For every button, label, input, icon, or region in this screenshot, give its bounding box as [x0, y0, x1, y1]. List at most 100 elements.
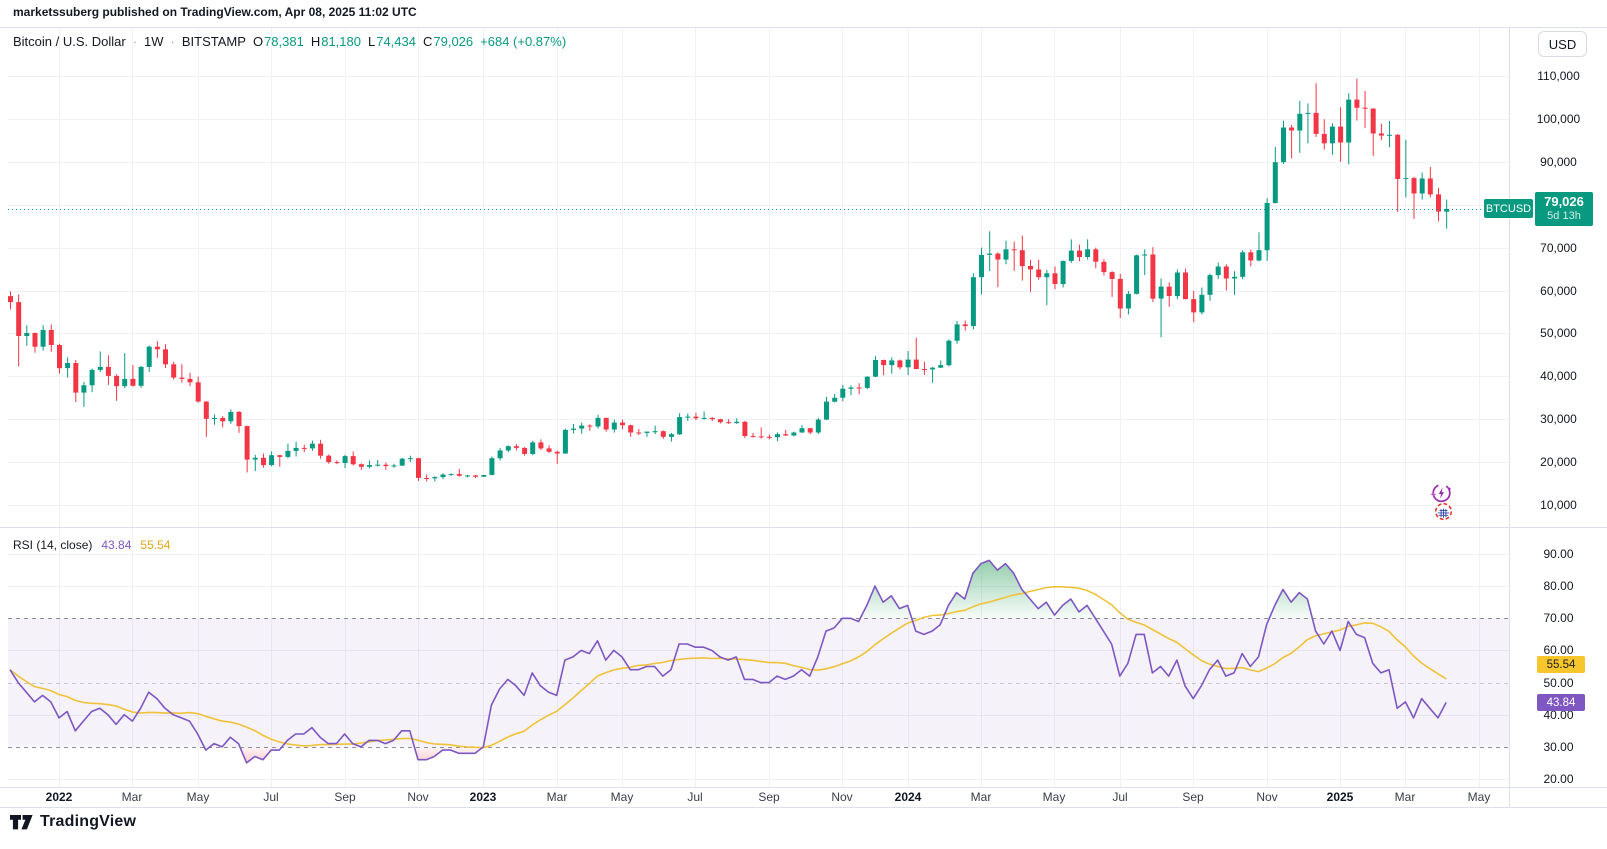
- candle: [1378, 133, 1384, 136]
- candle: [171, 364, 177, 378]
- rsi-ma-tag-text: 55.54: [1546, 658, 1576, 671]
- time-axis-month-label: Mar: [1394, 790, 1416, 804]
- time-axis-month-label: Jul: [1112, 790, 1128, 804]
- price-axis-label: 90,000: [1540, 154, 1577, 169]
- candle: [358, 464, 364, 467]
- tradingview-watermark[interactable]: TradingView: [10, 813, 136, 831]
- candle: [367, 465, 372, 467]
- candle: [1289, 127, 1295, 131]
- candle: [1223, 266, 1229, 279]
- candle: [432, 477, 438, 479]
- candle: [620, 422, 625, 426]
- candle: [1077, 250, 1082, 257]
- rsi-line: [9, 559, 1447, 764]
- candle: [1199, 294, 1205, 313]
- time-axis-border: [0, 787, 1607, 788]
- candle: [1354, 99, 1360, 108]
- candle: [905, 359, 911, 368]
- candle: [1117, 278, 1123, 309]
- candle: [81, 385, 87, 393]
- rsi-axis[interactable]: 90.00 80.00 70.00 60.00 50.00 40.00 30.00 20.00: [1510, 527, 1607, 787]
- time-axis-month-label: May: [186, 790, 210, 804]
- ohlc-close: C 79,026: [422, 34, 474, 49]
- candle: [513, 446, 519, 448]
- candle: [285, 450, 291, 457]
- candle: [946, 340, 952, 366]
- time-axis-month-label: Sep: [758, 790, 780, 804]
- candle: [1060, 260, 1066, 285]
- candle: [1395, 134, 1401, 179]
- candle: [1419, 178, 1425, 194]
- refresh-snapshot-icon[interactable]: [1429, 481, 1453, 510]
- candle: [562, 429, 568, 454]
- candle: [236, 411, 242, 427]
- candle: [611, 422, 617, 430]
- candle: [709, 417, 715, 420]
- price-axis-label: 30,000: [1540, 412, 1577, 427]
- time-axis-year-label: 2025: [1326, 790, 1354, 804]
- candle: [269, 455, 275, 466]
- time-axis-month-label: Mar: [121, 790, 143, 804]
- time-axis-month-label: May: [1042, 790, 1066, 804]
- rsi-oversold-fill: [204, 746, 484, 763]
- candle: [383, 464, 389, 466]
- candle: [473, 475, 479, 477]
- symbol-title[interactable]: Bitcoin / U.S. Dollar: [13, 34, 126, 49]
- candle: [220, 417, 226, 422]
- currency-toggle-button[interactable]: USD: [1538, 31, 1587, 57]
- candle: [930, 367, 936, 370]
- rsi-axis-label: 20.00: [1543, 772, 1574, 786]
- candle: [628, 425, 634, 433]
- interval-label[interactable]: 1W: [144, 34, 164, 49]
- time-axis[interactable]: 2022 Mar May Jul Sep Nov 2023 Mar May Jul Sep Nov 20…: [0, 789, 1607, 807]
- candle: [1240, 252, 1246, 277]
- candle: [889, 360, 895, 366]
- candle: [840, 388, 846, 398]
- time-axis-year-label: 2024: [894, 790, 922, 804]
- candle: [1166, 286, 1172, 296]
- candle: [456, 474, 462, 476]
- candle: [897, 360, 903, 368]
- candle: [848, 387, 854, 389]
- candle: [1019, 250, 1025, 267]
- candle: [293, 447, 299, 451]
- candle: [603, 417, 609, 430]
- candle: [1158, 286, 1164, 299]
- chart-snapshot-ball-icon[interactable]: [1434, 502, 1453, 526]
- candle: [717, 419, 723, 423]
- candle: [8, 296, 13, 303]
- candle: [766, 436, 772, 438]
- tradingview-logo-icon: [10, 814, 33, 829]
- candle: [1387, 134, 1392, 136]
- candle: [995, 253, 1001, 260]
- candle: [734, 421, 740, 424]
- ohlc-open: O 78,381: [252, 34, 304, 49]
- currency-label: USD: [1548, 36, 1577, 52]
- candle: [742, 421, 748, 436]
- rsi-axis-label: 30.00: [1543, 739, 1574, 754]
- candle: [750, 435, 756, 437]
- time-axis-month-label: May: [1467, 790, 1491, 804]
- candle: [1085, 249, 1091, 257]
- candle: [350, 456, 356, 465]
- candle: [1003, 249, 1009, 260]
- candle: [832, 397, 838, 402]
- candle: [1256, 250, 1262, 261]
- candle: [391, 465, 397, 467]
- rsi-ma-tag: 55.54: [1537, 656, 1585, 673]
- price-axis[interactable]: 110,000100,00090,00080,00070,00060,00050…: [1510, 27, 1607, 527]
- candle: [1346, 99, 1352, 143]
- candle: [465, 475, 470, 477]
- pane-separator[interactable]: [0, 527, 1607, 528]
- candle: [799, 428, 805, 433]
- rsi-indicator-title[interactable]: RSI (14, close): [13, 538, 93, 552]
- price-axis-border: [1509, 27, 1510, 807]
- candle: [1338, 126, 1344, 143]
- candle: [1321, 133, 1327, 144]
- tradingview-watermark-text: TradingView: [40, 813, 137, 830]
- candle: [1215, 266, 1221, 276]
- candle: [1068, 250, 1074, 261]
- candle: [440, 474, 446, 478]
- candle: [1444, 208, 1450, 212]
